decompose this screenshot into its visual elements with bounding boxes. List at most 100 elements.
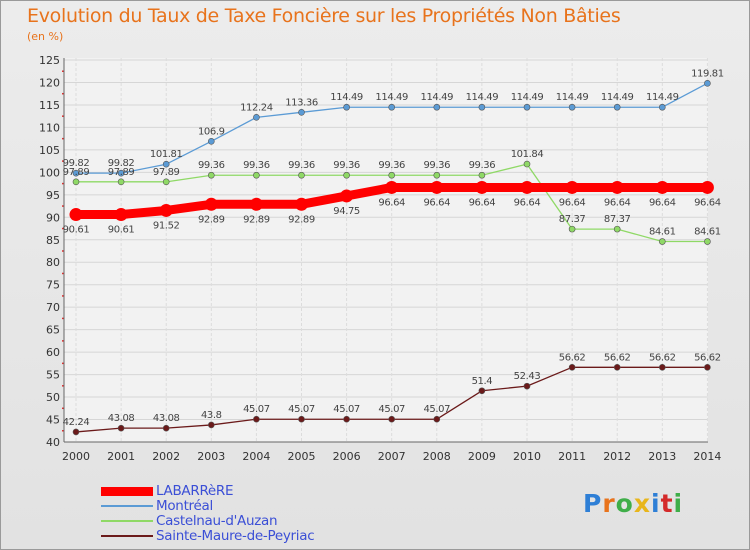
x-tick-label: 2007 bbox=[378, 450, 406, 463]
x-tick-label: 2006 bbox=[333, 450, 361, 463]
data-label: 43.08 bbox=[153, 413, 180, 424]
data-point bbox=[523, 160, 531, 168]
y-tick-label: 70 bbox=[46, 301, 60, 314]
data-point bbox=[523, 382, 531, 390]
x-tick-label: 2002 bbox=[152, 450, 180, 463]
y-tick-label: 95 bbox=[46, 189, 60, 202]
data-label: 45.07 bbox=[333, 404, 360, 415]
data-point bbox=[433, 103, 441, 111]
data-label: 43.8 bbox=[201, 410, 222, 421]
data-point bbox=[253, 114, 260, 121]
data-label: 84.61 bbox=[649, 227, 676, 238]
y-tick-label: 55 bbox=[46, 369, 60, 382]
data-point bbox=[613, 225, 621, 233]
x-tick-label: 2011 bbox=[558, 450, 586, 463]
data-point bbox=[523, 103, 531, 111]
data-label: 92.89 bbox=[243, 214, 270, 225]
chart-title: Evolution du Taux de Taxe Foncière sur l… bbox=[27, 5, 621, 27]
data-point bbox=[568, 103, 576, 111]
logo-letter: i bbox=[651, 489, 661, 518]
data-point bbox=[613, 364, 621, 371]
data-point bbox=[610, 180, 624, 194]
legend-swatch bbox=[101, 535, 153, 537]
chart-unit-label: (en %) bbox=[27, 30, 64, 43]
data-point bbox=[704, 238, 711, 245]
x-tick-label: 2004 bbox=[242, 450, 270, 463]
data-label: 96.64 bbox=[514, 197, 541, 208]
legend-label: Montréal bbox=[156, 498, 213, 514]
data-label: 45.07 bbox=[378, 404, 405, 415]
data-point bbox=[253, 415, 260, 423]
data-point bbox=[208, 171, 215, 179]
data-point bbox=[72, 428, 80, 436]
data-label: 99.36 bbox=[378, 160, 405, 171]
data-label: 91.52 bbox=[153, 220, 180, 231]
data-label: 99.82 bbox=[63, 158, 90, 169]
data-label: 96.64 bbox=[469, 197, 496, 208]
data-label: 114.49 bbox=[601, 92, 634, 103]
data-label: 56.62 bbox=[559, 352, 586, 363]
x-tick-label: 2001 bbox=[107, 450, 135, 463]
data-point bbox=[388, 103, 396, 111]
data-point bbox=[478, 171, 486, 179]
data-label: 101.84 bbox=[511, 149, 544, 160]
data-label: 45.07 bbox=[288, 404, 315, 415]
data-label: 96.64 bbox=[378, 197, 405, 208]
data-point bbox=[565, 180, 579, 194]
data-point bbox=[478, 103, 486, 111]
data-point bbox=[340, 189, 354, 203]
data-point bbox=[478, 387, 486, 395]
y-tick-label: 110 bbox=[39, 121, 60, 134]
y-tick-label: 105 bbox=[39, 144, 60, 157]
data-point bbox=[298, 171, 305, 179]
x-tick-label: 2014 bbox=[693, 450, 721, 463]
data-point bbox=[159, 203, 173, 217]
data-label: 96.64 bbox=[559, 197, 586, 208]
data-label: 97.89 bbox=[63, 167, 90, 178]
data-point bbox=[343, 415, 350, 423]
data-label: 96.64 bbox=[649, 197, 676, 208]
y-tick-label: 125 bbox=[39, 54, 60, 67]
data-point bbox=[249, 197, 263, 211]
data-point bbox=[295, 197, 308, 211]
legend-swatch bbox=[101, 486, 153, 496]
data-point bbox=[343, 171, 350, 179]
data-point bbox=[208, 138, 215, 145]
data-point bbox=[162, 160, 170, 168]
data-point bbox=[433, 415, 441, 423]
data-point bbox=[72, 169, 80, 177]
logo-letter: o bbox=[615, 489, 634, 518]
legend-label: Castelnau-d'Auzan bbox=[156, 513, 278, 529]
data-label: 96.64 bbox=[423, 197, 450, 208]
data-label: 99.36 bbox=[469, 160, 496, 171]
x-tick-label: 2010 bbox=[513, 450, 541, 463]
data-point bbox=[430, 180, 444, 194]
data-point bbox=[388, 415, 396, 423]
data-label: 87.37 bbox=[559, 214, 586, 225]
data-point bbox=[114, 208, 128, 222]
data-label: 119.81 bbox=[691, 68, 724, 79]
y-tick-label: 80 bbox=[46, 256, 60, 269]
y-tick-label: 75 bbox=[46, 279, 60, 292]
data-label: 101.81 bbox=[150, 149, 183, 160]
data-label: 94.75 bbox=[333, 206, 360, 217]
x-tick-label: 2012 bbox=[603, 450, 631, 463]
data-point bbox=[298, 415, 305, 423]
data-label: 92.89 bbox=[198, 214, 225, 225]
data-label: 52.43 bbox=[514, 371, 541, 382]
legend-swatch bbox=[101, 505, 153, 507]
y-tick-label: 40 bbox=[46, 436, 60, 449]
data-point bbox=[700, 180, 714, 194]
data-label: 42.24 bbox=[63, 417, 90, 428]
data-point bbox=[658, 103, 666, 111]
data-label: 106.9 bbox=[198, 126, 225, 137]
data-point bbox=[568, 225, 576, 233]
data-label: 113.36 bbox=[285, 97, 318, 108]
data-point bbox=[658, 364, 666, 371]
y-tick-label: 115 bbox=[39, 99, 60, 112]
data-point bbox=[117, 169, 125, 177]
data-point bbox=[568, 364, 576, 371]
data-point bbox=[475, 180, 489, 194]
